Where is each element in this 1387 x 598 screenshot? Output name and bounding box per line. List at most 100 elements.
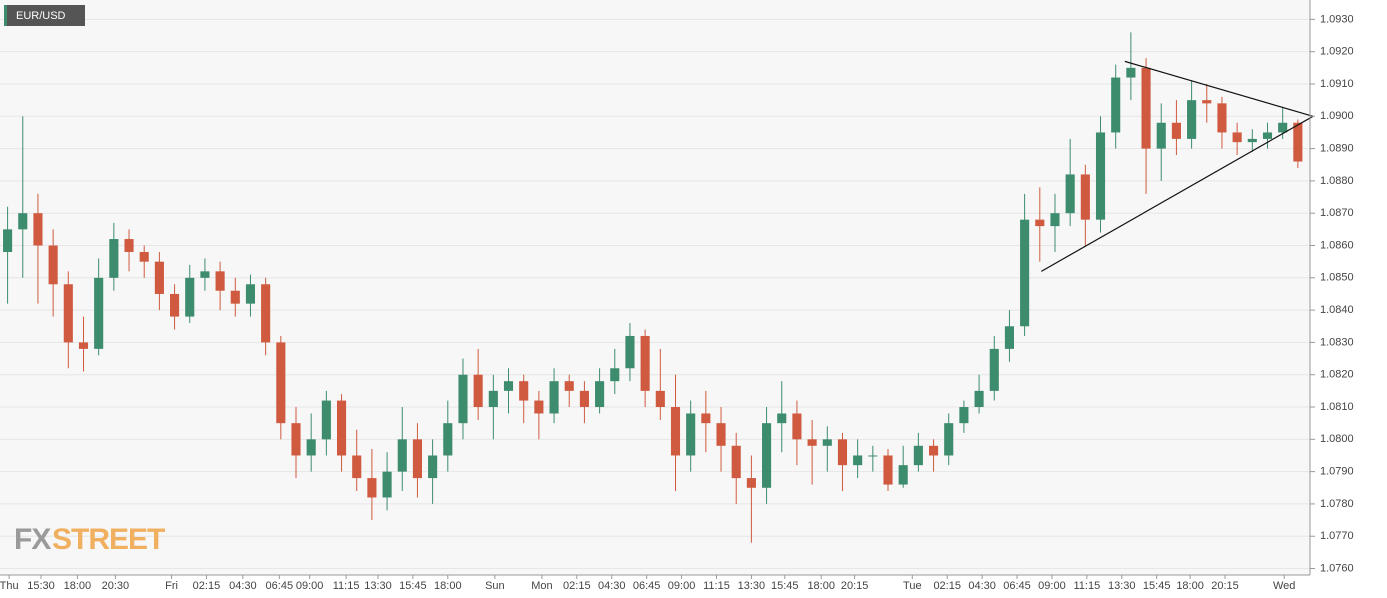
x-tick-label: 15:45 bbox=[399, 580, 427, 592]
candle-body bbox=[1217, 103, 1227, 133]
y-tick-label: 1.0810 bbox=[1320, 401, 1354, 413]
x-tick-label: 13:30 bbox=[738, 580, 766, 592]
x-tick-label: 09:00 bbox=[1038, 580, 1066, 592]
candle-body bbox=[1035, 219, 1045, 227]
y-tick-label: 1.0830 bbox=[1320, 336, 1354, 348]
candle-body bbox=[564, 381, 574, 391]
y-tick-label: 1.0820 bbox=[1320, 369, 1354, 381]
x-tick-label: 04:30 bbox=[229, 580, 257, 592]
x-tick-label: 04:30 bbox=[968, 580, 996, 592]
candle-body bbox=[443, 423, 453, 456]
x-tick-label: 18:00 bbox=[64, 580, 92, 592]
candle-body bbox=[428, 455, 438, 479]
candle-body bbox=[1004, 326, 1014, 349]
candle-body bbox=[276, 342, 286, 424]
trend-line bbox=[1041, 115, 1314, 272]
candle-body bbox=[1262, 132, 1273, 139]
candle-body bbox=[291, 423, 301, 456]
candle-body bbox=[352, 455, 362, 479]
candle-body bbox=[139, 251, 149, 262]
y-tick-label: 1.0800 bbox=[1320, 433, 1354, 445]
candle-body bbox=[928, 445, 939, 456]
candle-body bbox=[837, 439, 848, 466]
candle-body bbox=[1126, 67, 1136, 78]
watermark-left: FX bbox=[14, 523, 51, 556]
candle-body bbox=[94, 277, 104, 349]
y-tick-label: 1.0780 bbox=[1320, 498, 1354, 510]
candle-body bbox=[655, 390, 665, 408]
y-tick-label: 1.0910 bbox=[1320, 78, 1354, 90]
candle-body bbox=[473, 374, 483, 408]
candle-body bbox=[868, 455, 878, 457]
candle-body bbox=[731, 445, 741, 479]
x-tick-label: 20:15 bbox=[841, 580, 869, 592]
candle-body bbox=[670, 407, 681, 456]
x-tick-label: 02:15 bbox=[933, 580, 961, 592]
x-tick-label: 18:00 bbox=[434, 580, 462, 592]
candle-body bbox=[686, 413, 696, 456]
candle-body bbox=[1095, 132, 1106, 220]
candle-body bbox=[261, 284, 271, 343]
candle-body bbox=[170, 293, 180, 317]
x-tick-label: 02:15 bbox=[563, 580, 591, 592]
y-tick-label: 1.0760 bbox=[1320, 562, 1354, 574]
candle-body bbox=[336, 400, 347, 456]
candle-body bbox=[883, 455, 893, 485]
candle-body bbox=[245, 284, 256, 304]
candle-body bbox=[1020, 219, 1030, 327]
candle-body bbox=[822, 439, 832, 446]
candle-body bbox=[367, 478, 377, 498]
candle-body bbox=[306, 439, 316, 456]
x-tick-label: Sun bbox=[485, 580, 505, 592]
x-tick-label: 09:00 bbox=[296, 580, 324, 592]
candle-body bbox=[1050, 213, 1060, 227]
x-tick-label: 06:45 bbox=[266, 580, 294, 592]
candle-body bbox=[746, 478, 756, 488]
x-tick-label: Tue bbox=[903, 580, 922, 592]
candle-body bbox=[762, 423, 772, 488]
candle-body bbox=[503, 381, 514, 391]
x-tick-label: 15:45 bbox=[771, 580, 799, 592]
x-tick-label: Wed bbox=[1273, 580, 1295, 592]
candle-body bbox=[488, 390, 498, 408]
candle-body bbox=[1202, 100, 1212, 104]
candle-body bbox=[109, 239, 119, 278]
candle-body bbox=[777, 413, 787, 424]
y-tick-label: 1.0790 bbox=[1320, 466, 1354, 478]
y-tick-label: 1.0880 bbox=[1320, 175, 1354, 187]
candle-body bbox=[1293, 122, 1303, 162]
x-tick-label: 15:45 bbox=[1143, 580, 1171, 592]
candle-body bbox=[3, 229, 13, 252]
candle-body bbox=[18, 213, 28, 230]
candle-body bbox=[701, 413, 711, 424]
x-tick-label: 18:00 bbox=[1176, 580, 1204, 592]
candle-body bbox=[944, 423, 954, 456]
x-tick-label: Thu bbox=[0, 580, 19, 592]
x-tick-label: 13:30 bbox=[1108, 580, 1136, 592]
candle-body bbox=[33, 213, 43, 246]
x-tick-label: 20:30 bbox=[102, 580, 130, 592]
candle-body bbox=[1080, 174, 1090, 220]
candle-body bbox=[215, 271, 225, 291]
candle-body bbox=[1156, 122, 1166, 149]
candle-body bbox=[200, 271, 210, 278]
candle-body bbox=[913, 445, 923, 466]
candle-body bbox=[78, 342, 89, 349]
y-tick-label: 1.0920 bbox=[1320, 46, 1354, 58]
title-box bbox=[4, 5, 85, 26]
x-tick-label: 15:30 bbox=[27, 580, 55, 592]
y-tick-label: 1.0930 bbox=[1320, 13, 1354, 25]
x-tick-label: 18:00 bbox=[807, 580, 835, 592]
x-tick-label: 04:30 bbox=[598, 580, 626, 592]
y-tick-label: 1.0770 bbox=[1320, 530, 1354, 542]
candle-body bbox=[397, 439, 407, 472]
candle-body bbox=[63, 284, 73, 343]
watermark-right: STREET bbox=[52, 523, 165, 556]
x-tick-label: 11:15 bbox=[703, 580, 730, 592]
candle-body bbox=[185, 277, 195, 317]
candle-body bbox=[625, 335, 635, 369]
candle-body bbox=[640, 335, 650, 391]
candle-body bbox=[1232, 132, 1242, 143]
candles bbox=[3, 32, 1314, 543]
